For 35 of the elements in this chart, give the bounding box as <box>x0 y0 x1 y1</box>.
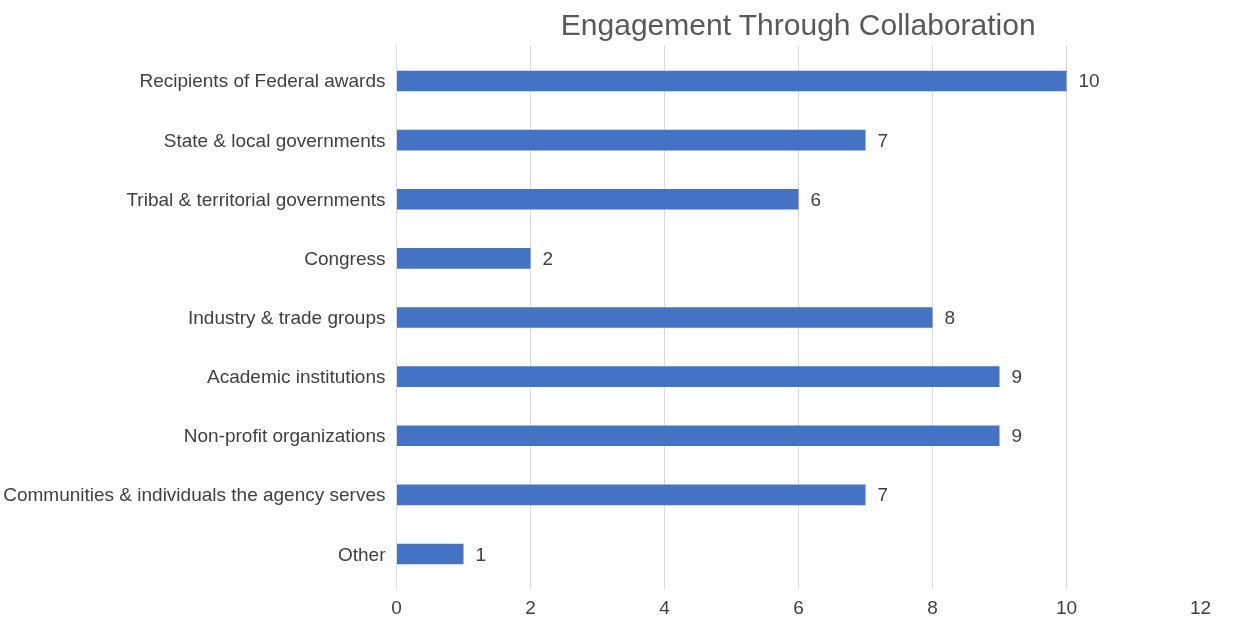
bar <box>396 425 1000 447</box>
data-label: 9 <box>1011 425 1023 447</box>
bar <box>396 366 1000 387</box>
data-label: 2 <box>542 247 554 269</box>
data-label: 7 <box>877 484 889 506</box>
bar <box>396 129 866 151</box>
chart-title: Engagement Through Collaboration <box>560 7 1036 41</box>
x-tick-label: 6 <box>793 596 804 618</box>
x-tick-label: 2 <box>525 596 536 618</box>
bar <box>396 307 933 328</box>
bar <box>396 248 531 269</box>
y-tick-label: Other <box>337 543 387 565</box>
x-tick-label: 8 <box>927 596 938 618</box>
x-tick-label: 4 <box>659 596 671 618</box>
data-label: 7 <box>877 129 889 151</box>
y-tick-label: Congress <box>304 247 386 269</box>
data-label: 9 <box>1011 366 1023 388</box>
y-tick-label: Communities & individuals the agency serves <box>3 484 386 506</box>
data-label: 1 <box>475 543 487 565</box>
y-tick-label: Non-profit organizations <box>183 425 386 447</box>
data-label: 10 <box>1078 70 1100 92</box>
bar <box>396 484 866 506</box>
bar <box>396 543 464 565</box>
data-label: 8 <box>944 307 956 328</box>
y-tick-label: Industry & trade groups <box>188 307 386 328</box>
x-tick-label: 10 <box>1055 596 1078 618</box>
bar <box>396 70 1067 92</box>
x-tick-label: 12 <box>1189 596 1212 618</box>
bar <box>396 188 799 210</box>
y-tick-label: Tribal & territorial governments <box>126 188 386 210</box>
y-tick-label: Academic institutions <box>207 366 386 388</box>
x-tick-label: 0 <box>391 596 402 618</box>
y-tick-label: Recipients of Federal awards <box>139 70 386 92</box>
y-tick-label: State & local governments <box>163 129 386 151</box>
data-label: 6 <box>810 188 822 210</box>
